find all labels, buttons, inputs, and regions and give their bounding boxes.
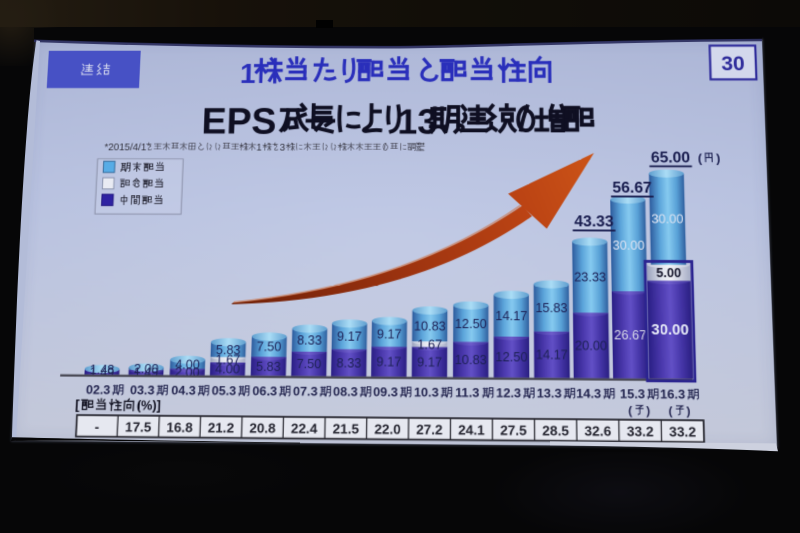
- svg-text:26.67: 26.67: [614, 327, 647, 342]
- svg-text:17.5: 17.5: [125, 419, 152, 435]
- svg-text:23.33: 23.33: [574, 270, 607, 285]
- svg-text:10.83: 10.83: [455, 352, 488, 367]
- svg-text:9.17: 9.17: [417, 354, 442, 369]
- svg-text:3: 3: [280, 142, 286, 153]
- svg-text:15.3: 15.3: [620, 387, 646, 402]
- svg-text:04.3: 04.3: [171, 383, 197, 397]
- svg-text:10.83: 10.83: [414, 319, 446, 334]
- svg-text:1: 1: [240, 58, 257, 89]
- svg-text:33.2: 33.2: [627, 424, 654, 440]
- svg-text:28.5: 28.5: [542, 423, 569, 439]
- svg-text:10.3: 10.3: [414, 385, 439, 399]
- svg-text:9.17: 9.17: [337, 329, 362, 344]
- svg-text:33.2: 33.2: [669, 424, 696, 440]
- svg-text:11.3: 11.3: [455, 386, 480, 400]
- svg-text:): ): [646, 405, 651, 418]
- svg-text:16.3: 16.3: [660, 387, 686, 402]
- svg-text:22.4: 22.4: [291, 421, 318, 437]
- svg-text:8.33: 8.33: [336, 355, 362, 370]
- svg-text:1.48: 1.48: [89, 362, 115, 377]
- svg-text:1.49: 1.49: [133, 365, 159, 380]
- svg-text:07.3: 07.3: [293, 384, 318, 398]
- svg-text:(: (: [698, 153, 703, 165]
- svg-text:9.17: 9.17: [377, 326, 402, 341]
- svg-text:5.83: 5.83: [256, 359, 282, 374]
- svg-text:21.2: 21.2: [208, 420, 235, 436]
- svg-text:4.00: 4.00: [215, 361, 241, 376]
- svg-text:(: (: [628, 404, 633, 417]
- svg-text:7.50: 7.50: [256, 339, 282, 354]
- svg-text:30: 30: [721, 53, 745, 75]
- svg-text:13.3: 13.3: [537, 386, 563, 400]
- svg-text:65.00: 65.00: [651, 150, 691, 167]
- svg-text:9.17: 9.17: [376, 354, 401, 369]
- svg-text:09.3: 09.3: [373, 385, 398, 399]
- svg-text:*2015/4/1: *2015/4/1: [104, 142, 147, 153]
- svg-text:14.3: 14.3: [576, 387, 602, 402]
- svg-text:): ): [686, 405, 691, 418]
- svg-text:30.00: 30.00: [651, 322, 689, 339]
- svg-text:30.00: 30.00: [651, 212, 684, 227]
- svg-text:(%)]: (%)]: [136, 398, 161, 413]
- svg-text:08.3: 08.3: [333, 385, 358, 399]
- svg-text:20.8: 20.8: [249, 420, 276, 436]
- svg-text:4.00: 4.00: [175, 357, 201, 372]
- svg-text:43.33: 43.33: [574, 214, 614, 231]
- svg-text:15.83: 15.83: [535, 300, 568, 315]
- svg-text:20.00: 20.00: [575, 338, 608, 353]
- svg-text:21.5: 21.5: [332, 421, 359, 437]
- svg-text:): ): [716, 153, 721, 165]
- svg-text:1: 1: [256, 142, 262, 153]
- svg-text:56.67: 56.67: [612, 180, 652, 197]
- svg-text:12.3: 12.3: [496, 386, 521, 400]
- svg-text:1.49: 1.49: [89, 365, 115, 380]
- svg-text:2.00: 2.00: [134, 361, 160, 376]
- svg-text:06.3: 06.3: [252, 384, 277, 398]
- svg-text:14.17: 14.17: [536, 347, 568, 362]
- svg-text:8.33: 8.33: [297, 333, 322, 348]
- svg-text:[: [: [75, 397, 80, 412]
- svg-text:EPS: EPS: [201, 100, 277, 142]
- svg-text:12.50: 12.50: [455, 316, 487, 331]
- svg-text:2.00: 2.00: [175, 364, 201, 379]
- svg-text:1.67: 1.67: [215, 352, 240, 367]
- svg-text:05.3: 05.3: [211, 384, 237, 398]
- svg-text:12.50: 12.50: [495, 350, 528, 365]
- svg-text:27.2: 27.2: [416, 422, 443, 438]
- svg-text:14.17: 14.17: [495, 308, 527, 323]
- svg-text:02.3: 02.3: [86, 383, 112, 397]
- svg-text:22.0: 22.0: [374, 422, 401, 438]
- svg-text:24.1: 24.1: [458, 422, 485, 438]
- svg-text:30.00: 30.00: [613, 238, 646, 253]
- svg-text:16.8: 16.8: [166, 420, 193, 436]
- svg-text:(: (: [668, 405, 673, 418]
- svg-text:32.6: 32.6: [584, 423, 611, 439]
- svg-text:-: -: [94, 419, 99, 434]
- svg-text:5.83: 5.83: [216, 342, 242, 357]
- svg-text:7.50: 7.50: [296, 356, 322, 371]
- svg-text:27.5: 27.5: [500, 423, 527, 439]
- svg-text:1.67: 1.67: [417, 337, 442, 352]
- svg-text:03.3: 03.3: [130, 383, 156, 397]
- svg-text:5.00: 5.00: [656, 266, 682, 281]
